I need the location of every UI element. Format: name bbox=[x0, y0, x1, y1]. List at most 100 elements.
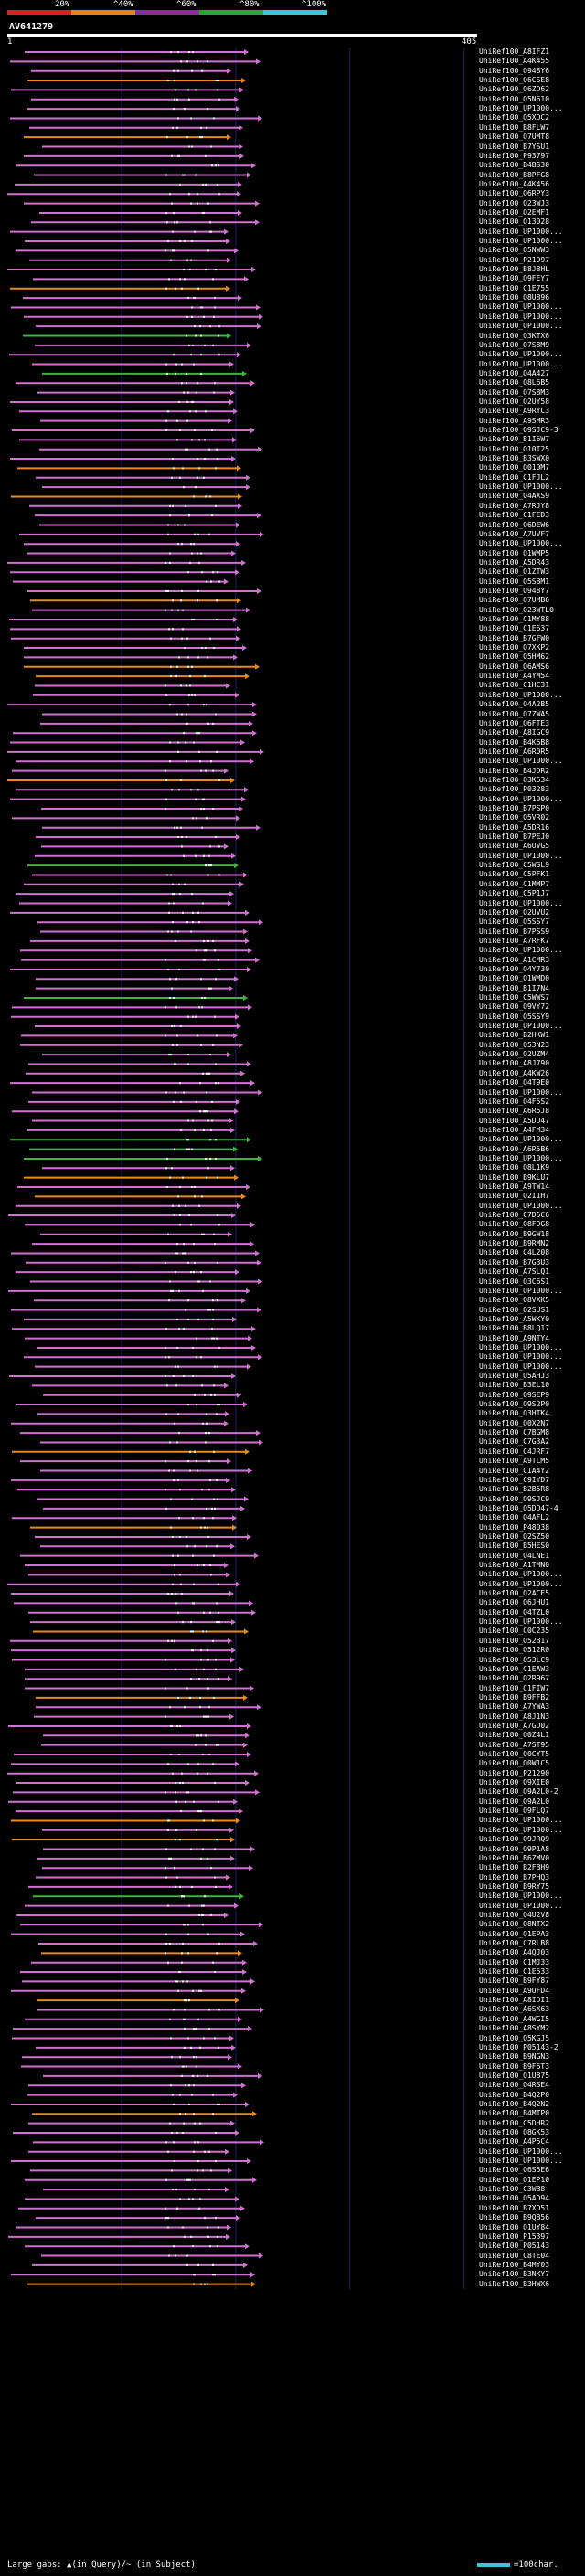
hit-label[interactable]: UniRef100_P03283 bbox=[479, 785, 550, 794]
hit-label[interactable]: UniRef100_A4WGI5 bbox=[479, 2014, 550, 2023]
hit-label[interactable]: UniRef100_A6R5J8 bbox=[479, 1107, 550, 1116]
hit-label[interactable]: UniRef100_B1I7N4 bbox=[479, 983, 550, 992]
hit-label[interactable]: UniRef100_Q7UMT8 bbox=[479, 133, 550, 142]
hit-label[interactable]: UniRef100_A8IDI1 bbox=[479, 1996, 550, 2005]
hit-label[interactable]: UniRef100_Q3K534 bbox=[479, 775, 550, 784]
hit-label[interactable]: UniRef100_C5P1J7 bbox=[479, 889, 550, 898]
hit-label[interactable]: UniRef100_UP1000... bbox=[479, 1570, 563, 1579]
hit-label[interactable]: UniRef100_A9RYC3 bbox=[479, 407, 550, 416]
hit-label[interactable]: UniRef100_UP1000... bbox=[479, 1825, 563, 1834]
hit-label[interactable]: UniRef100_C1MY88 bbox=[479, 615, 550, 623]
hit-label[interactable]: UniRef100_P93797 bbox=[479, 151, 550, 160]
hit-label[interactable]: UniRef100_Q8GK53 bbox=[479, 2128, 550, 2136]
hit-label[interactable]: UniRef100_C7D5C6 bbox=[479, 1211, 550, 1220]
hit-label[interactable]: UniRef100_UP1000... bbox=[479, 359, 563, 368]
hit-label[interactable]: UniRef100_A6SX63 bbox=[479, 2005, 550, 2014]
hit-label[interactable]: UniRef100_B4MY03 bbox=[479, 2260, 550, 2269]
hit-label[interactable]: UniRef100_UP1000... bbox=[479, 1352, 563, 1362]
hit-label[interactable]: UniRef100_C1MMP7 bbox=[479, 879, 550, 888]
hit-label[interactable]: UniRef100_Q7ZWA5 bbox=[479, 709, 550, 718]
hit-label[interactable]: UniRef100_Q52B17 bbox=[479, 1636, 550, 1645]
hit-label[interactable]: UniRef100_Q23WTL0 bbox=[479, 605, 554, 614]
hit-label[interactable]: UniRef100_C4L208 bbox=[479, 1248, 550, 1257]
hit-label[interactable]: UniRef100_A9TW14 bbox=[479, 1182, 550, 1191]
hit-label[interactable]: UniRef100_Q8L1K9 bbox=[479, 1163, 550, 1172]
hit-label[interactable]: UniRef100_B4Q2P0 bbox=[479, 2090, 550, 2099]
hit-label[interactable]: UniRef100_C4JRF7 bbox=[479, 1447, 550, 1456]
hit-label[interactable]: UniRef100_UP1000... bbox=[479, 1286, 563, 1295]
hit-label[interactable]: UniRef100_B2HKW1 bbox=[479, 1031, 550, 1040]
hit-label[interactable]: UniRef100_B9RY75 bbox=[479, 1882, 550, 1891]
hit-label[interactable]: UniRef100_C8TE04 bbox=[479, 2251, 550, 2260]
hit-label[interactable]: UniRef100_Q4T9E0 bbox=[479, 1078, 550, 1087]
hit-label[interactable]: UniRef100_Q5HM62 bbox=[479, 652, 550, 662]
hit-label[interactable]: UniRef100_B9FFB2 bbox=[479, 1692, 550, 1701]
hit-label[interactable]: UniRef100_C1E533 bbox=[479, 1967, 550, 1977]
hit-label[interactable]: UniRef100_B9KLU7 bbox=[479, 1172, 550, 1182]
hit-label[interactable]: UniRef100_B3EL10 bbox=[479, 1381, 550, 1390]
hit-label[interactable]: UniRef100_P05143 bbox=[479, 2242, 550, 2251]
hit-label[interactable]: UniRef100_Q6CSE8 bbox=[479, 76, 550, 85]
hit-label[interactable]: UniRef100_UP1000... bbox=[479, 1153, 563, 1162]
hit-label[interactable]: UniRef100_Q5N610 bbox=[479, 94, 550, 103]
hit-label[interactable]: UniRef100_Q9SEP9 bbox=[479, 1390, 550, 1399]
hit-label[interactable]: UniRef100_A7UVF7 bbox=[479, 529, 550, 538]
hit-label[interactable]: UniRef100_Q9A2L0 bbox=[479, 1797, 550, 1806]
hit-label[interactable]: UniRef100_A9NTY4 bbox=[479, 1333, 550, 1342]
hit-label[interactable]: UniRef100_Q6JHU1 bbox=[479, 1598, 550, 1607]
hit-label[interactable]: UniRef100_Q9SJC9 bbox=[479, 1494, 550, 1503]
hit-label[interactable]: UniRef100_Q512R0 bbox=[479, 1646, 550, 1655]
hit-label[interactable]: UniRef100_B4K6B8 bbox=[479, 737, 550, 747]
hit-label[interactable]: UniRef100_P21997 bbox=[479, 255, 550, 264]
hit-label[interactable]: UniRef100_Q9S2P0 bbox=[479, 1400, 550, 1409]
hit-label[interactable]: UniRef100_B1I6W7 bbox=[479, 435, 550, 444]
hit-label[interactable]: UniRef100_UP1000... bbox=[479, 237, 563, 245]
hit-label[interactable]: UniRef100_C7G3A2 bbox=[479, 1437, 550, 1447]
hit-label[interactable]: UniRef100_Q1U875 bbox=[479, 2071, 550, 2080]
hit-label[interactable]: UniRef100_UP1000... bbox=[479, 1579, 563, 1588]
hit-label[interactable]: UniRef100_B7PEJ0 bbox=[479, 832, 550, 842]
hit-label[interactable]: UniRef100_Q2SUS1 bbox=[479, 1305, 550, 1314]
hit-label[interactable]: UniRef100_Q6AMS6 bbox=[479, 662, 550, 671]
hit-label[interactable]: UniRef100_UP1000... bbox=[479, 1087, 563, 1097]
hit-label[interactable]: UniRef100_Q010M7 bbox=[479, 463, 550, 472]
hit-label[interactable]: UniRef100_A8J1N3 bbox=[479, 1712, 550, 1721]
hit-label[interactable]: UniRef100_C1FJL2 bbox=[479, 472, 550, 482]
hit-label[interactable]: UniRef100_Q5SSY9 bbox=[479, 1012, 550, 1021]
hit-label[interactable]: UniRef100_A4KW26 bbox=[479, 1068, 550, 1077]
hit-label[interactable]: UniRef100_C5WSL9 bbox=[479, 861, 550, 870]
hit-label[interactable]: UniRef100_Q8L6B5 bbox=[479, 378, 550, 387]
hit-label[interactable]: UniRef100_Q7S8M9 bbox=[479, 340, 550, 349]
hit-label[interactable]: UniRef100_Q4F5S2 bbox=[479, 1097, 550, 1106]
hit-label[interactable]: UniRef100_Q9FEY7 bbox=[479, 274, 550, 283]
hit-label[interactable]: UniRef100_A7RFK7 bbox=[479, 936, 550, 945]
hit-label[interactable]: UniRef100_Q6FTE3 bbox=[479, 718, 550, 727]
hit-label[interactable]: UniRef100_UP1000... bbox=[479, 312, 563, 321]
hit-label[interactable]: UniRef100_Q9P1A8 bbox=[479, 1844, 550, 1853]
hit-label[interactable]: UniRef100_B4JDR2 bbox=[479, 766, 550, 775]
hit-label[interactable]: UniRef100_P05143-2 bbox=[479, 2042, 558, 2051]
hit-label[interactable]: UniRef100_UP1000... bbox=[479, 227, 563, 236]
hit-label[interactable]: UniRef100_A4P5C4 bbox=[479, 2137, 550, 2147]
hit-label[interactable]: UniRef100_UP1000... bbox=[479, 539, 563, 548]
hit-label[interactable]: UniRef100_C1FED3 bbox=[479, 511, 550, 520]
hit-label[interactable]: UniRef100_Q6ZD62 bbox=[479, 85, 550, 94]
hit-label[interactable]: UniRef100_Q5SBM1 bbox=[479, 577, 550, 586]
hit-label[interactable]: UniRef100_Q5XDC2 bbox=[479, 113, 550, 122]
hit-label[interactable]: UniRef100_Q7XKP2 bbox=[479, 643, 550, 652]
hit-label[interactable]: UniRef100_C1E637 bbox=[479, 624, 550, 633]
hit-label[interactable]: UniRef100_C0C235 bbox=[479, 1627, 550, 1636]
hit-label[interactable]: UniRef100_Q948Y7 bbox=[479, 586, 550, 595]
hit-label[interactable]: UniRef100_A7RJY8 bbox=[479, 501, 550, 510]
hit-label[interactable]: UniRef100_UP1000... bbox=[479, 302, 563, 312]
hit-label[interactable]: UniRef100_UP1000... bbox=[479, 690, 563, 699]
hit-label[interactable]: UniRef100_A1CMR3 bbox=[479, 955, 550, 964]
hit-label[interactable]: UniRef100_C5PFK1 bbox=[479, 870, 550, 879]
hit-label[interactable]: UniRef100_Q6RPY3 bbox=[479, 189, 550, 198]
hit-label[interactable]: UniRef100_B2B5R8 bbox=[479, 1485, 550, 1494]
hit-label[interactable]: UniRef100_UP1000... bbox=[479, 1135, 563, 1144]
hit-label[interactable]: UniRef100_P48038 bbox=[479, 1522, 550, 1532]
hit-label[interactable]: UniRef100_Q1ZTW3 bbox=[479, 567, 550, 577]
hit-label[interactable]: UniRef100_A7GD02 bbox=[479, 1721, 550, 1730]
hit-label[interactable]: UniRef100_A8SYM2 bbox=[479, 2024, 550, 2033]
